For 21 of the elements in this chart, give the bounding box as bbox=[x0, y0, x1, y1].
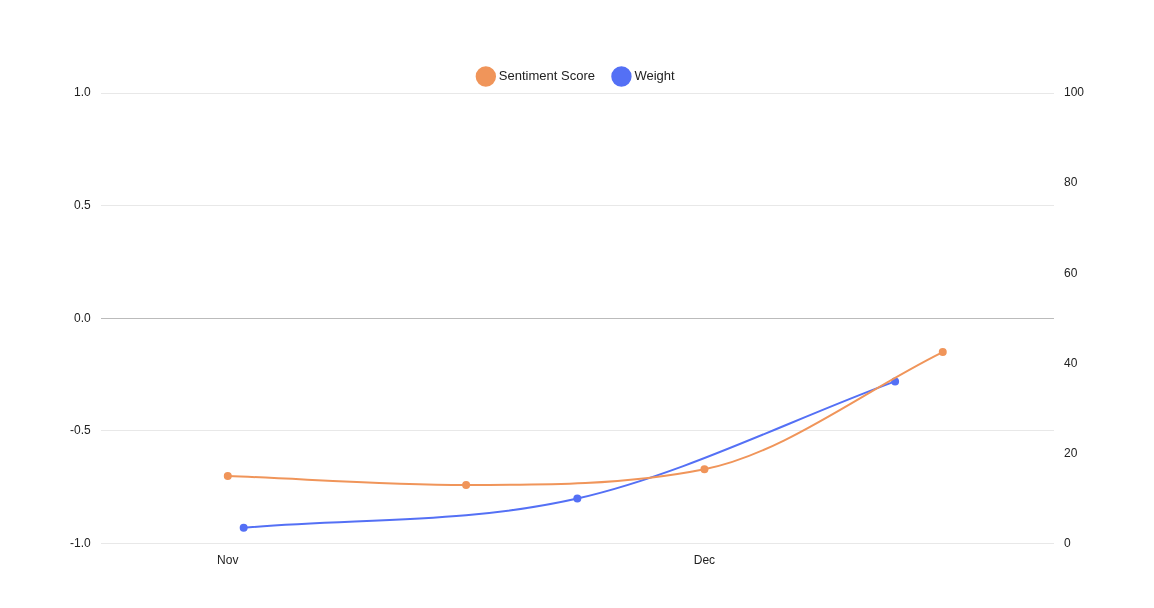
point bbox=[223, 472, 232, 481]
y-tick-label: -0.5 bbox=[69, 423, 91, 438]
legend-label: Weight bbox=[634, 68, 676, 84]
y-tick-label: 0.5 bbox=[73, 197, 91, 212]
y2-tick-label: 80 bbox=[1063, 175, 1078, 190]
x-tick-label: Nov bbox=[217, 553, 239, 568]
y-tick-label: 1.0 bbox=[73, 85, 91, 100]
y-tick-label: 0.0 bbox=[73, 310, 91, 325]
y2-tick-label: 100 bbox=[1063, 85, 1085, 100]
y-tick-label: -1.0 bbox=[69, 535, 91, 550]
point bbox=[239, 523, 248, 532]
x-tick-label: Dec bbox=[693, 553, 716, 568]
point bbox=[938, 348, 947, 357]
point bbox=[700, 465, 709, 474]
y2-tick-label: 0 bbox=[1063, 535, 1071, 550]
y2-tick-label: 40 bbox=[1063, 355, 1078, 370]
y2-tick-label: 60 bbox=[1063, 265, 1078, 280]
legend-label: Sentiment Score bbox=[498, 68, 595, 84]
y2-tick-label: 20 bbox=[1063, 445, 1078, 460]
point bbox=[462, 481, 471, 490]
point bbox=[573, 494, 582, 503]
